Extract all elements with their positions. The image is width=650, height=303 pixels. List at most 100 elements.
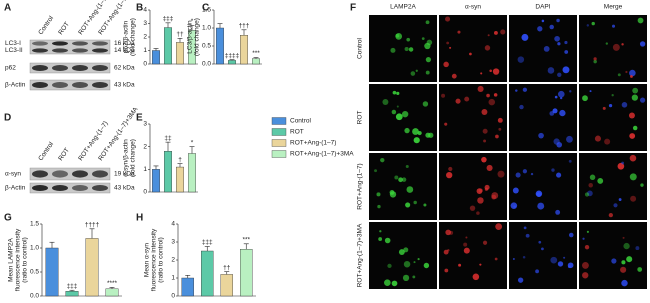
y-tick-label: 1.0 [30, 245, 39, 252]
cell-signal [396, 91, 400, 95]
cell-signal [512, 187, 519, 194]
cell-signal [493, 30, 498, 35]
panel-label: A [4, 3, 11, 14]
cell-signal [495, 223, 503, 231]
cell-signal [612, 43, 620, 51]
cell-signal [500, 29, 506, 35]
cell-signal [559, 109, 566, 117]
cell-signal [497, 117, 503, 123]
band [92, 82, 108, 88]
y-tick-label: 1 [171, 275, 175, 282]
cell-signal [482, 240, 488, 245]
cell-signal [639, 41, 646, 47]
blot-strip [29, 167, 111, 181]
micrograph [369, 84, 437, 151]
band [32, 48, 48, 53]
y-tick-label: 1.5 [30, 221, 39, 228]
cell-signal [549, 111, 555, 116]
y-tick-label: 0.0 [202, 61, 211, 68]
cell-signal [535, 269, 539, 274]
cell-signal [413, 261, 416, 264]
cell-signal [472, 273, 480, 281]
cell-signal [602, 106, 606, 110]
cell-signal [629, 154, 637, 162]
cell-signal [586, 230, 589, 233]
y-tick-label: 1.0 [202, 25, 211, 32]
cell-signal [387, 263, 392, 269]
bar [65, 291, 79, 297]
legend-label: ROT [290, 129, 304, 136]
cell-signal [523, 226, 527, 230]
micrograph [369, 222, 437, 289]
cell-signal [569, 90, 572, 93]
cell-signal [637, 267, 643, 272]
y-tick-label: 2 [143, 143, 147, 150]
significance: * [191, 139, 194, 146]
panel-label: D [4, 113, 11, 124]
cell-signal [497, 170, 505, 178]
cell-signal [639, 97, 646, 103]
cell-signal [482, 128, 488, 134]
cell-signal [557, 90, 565, 98]
cell-signal [401, 177, 407, 182]
cell-signal [632, 87, 639, 94]
cell-signal [406, 186, 414, 193]
band [52, 65, 68, 71]
cell-signal [405, 165, 409, 169]
cell-signal [617, 162, 625, 170]
cell-signal [398, 177, 403, 183]
y-tick-label: 3 [143, 121, 147, 128]
cell-signal [562, 66, 570, 74]
cell-signal [611, 24, 616, 28]
cell-signal [374, 169, 378, 173]
legend-swatch [271, 117, 287, 125]
micrograph [579, 153, 647, 220]
cell-signal [557, 42, 561, 46]
cell-signal [457, 30, 461, 34]
cell-signal [404, 46, 409, 52]
cell-signal [557, 72, 562, 78]
band [92, 170, 108, 178]
cell-signal [597, 177, 604, 184]
bar [216, 27, 224, 65]
cell-signal [395, 113, 403, 121]
band [72, 82, 88, 88]
cell-signal [425, 57, 431, 63]
significance: †† [176, 31, 184, 38]
cell-signal [620, 266, 627, 273]
bar [45, 247, 59, 297]
micrograph [579, 222, 647, 289]
blot-strip [29, 79, 111, 91]
cell-signal [621, 260, 626, 265]
cell-signal [547, 67, 555, 74]
cell-signal [376, 192, 381, 197]
cell-signal [463, 247, 470, 254]
cell-signal [443, 61, 449, 68]
cell-signal [581, 261, 589, 269]
micrograph [439, 153, 507, 220]
significance: ‡‡‡ [202, 239, 213, 246]
cell-signal [486, 93, 490, 98]
band [92, 185, 108, 191]
y-axis-label: Mean α-syn [144, 243, 151, 277]
cell-signal [584, 244, 590, 250]
cell-signal [586, 24, 590, 27]
legend-swatch [271, 128, 287, 136]
micrograph [579, 84, 647, 151]
cell-signal [617, 73, 621, 77]
cell-signal [417, 257, 420, 261]
cell-signal [479, 263, 482, 266]
row-label: Control [357, 37, 364, 59]
cell-signal [390, 47, 396, 53]
cell-signal [480, 72, 483, 75]
cell-signal [605, 42, 608, 45]
cell-signal [538, 132, 544, 139]
blot-label: LC3-II [5, 47, 23, 54]
blot-label: p62 [5, 65, 16, 72]
cell-signal [559, 96, 563, 100]
cell-signal [463, 242, 468, 247]
cell-signal [412, 128, 419, 135]
cell-signal [515, 89, 518, 92]
y-tick-label: 0 [143, 189, 147, 196]
blot-label: β-Actin [5, 82, 26, 89]
